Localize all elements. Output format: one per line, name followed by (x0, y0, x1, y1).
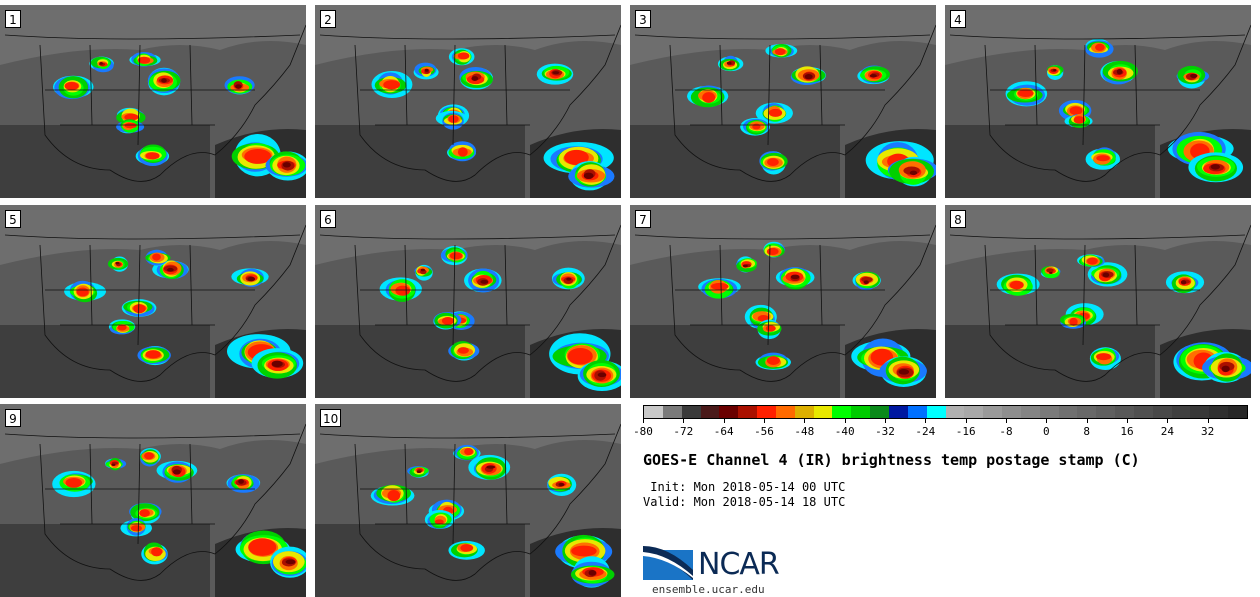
site-url[interactable]: ensemble.ucar.edu (652, 583, 765, 596)
colorbar-segment (1077, 406, 1097, 418)
postage-stamp-panel-5: 5 (0, 205, 306, 398)
colorbar-tick-mark (683, 419, 685, 423)
panel-number-label: 7 (635, 210, 651, 228)
colorbar-segment (700, 406, 720, 418)
colorbar-segment (1096, 406, 1116, 418)
ncar-logo-text: NCAR (698, 547, 780, 582)
colorbar-segment (1020, 406, 1040, 418)
postage-stamp-panel-6: 6 (315, 205, 621, 398)
valid-time: Valid: Mon 2018-05-14 18 UTC (643, 495, 846, 509)
postage-stamp-panel-4: 4 (945, 5, 1251, 198)
colorbar-segment (681, 406, 701, 418)
colorbar-segment (662, 406, 682, 418)
colorbar-segment (644, 406, 663, 418)
colorbar-tick-label: -64 (713, 425, 734, 438)
postage-stamp-panel-9: 9 (0, 404, 306, 597)
postage-stamp-panel-8: 8 (945, 205, 1251, 398)
colorbar-tick-mark (1046, 419, 1048, 423)
colorbar-segment (775, 406, 795, 418)
colorbar-tick-label: -8 (999, 425, 1013, 438)
panel-number-label: 5 (5, 210, 21, 228)
colorbar-tick-label: -40 (834, 425, 855, 438)
ncar-swoosh-icon (643, 546, 693, 580)
colorbar-tick-mark (885, 419, 886, 423)
colorbar-tick-mark (764, 419, 765, 423)
init-time: Init: Mon 2018-05-14 00 UTC (643, 480, 846, 494)
colorbar-tick-mark (1127, 419, 1128, 423)
colorbar-segment (757, 406, 776, 418)
colorbar-tick-label: 24 (1160, 425, 1174, 438)
colorbar-segment (983, 406, 1003, 418)
figure-title: GOES-E Channel 4 (IR) brightness temp po… (643, 451, 1140, 469)
colorbar-segment (1228, 406, 1247, 418)
colorbar-segment (1058, 406, 1078, 418)
colorbar-tick-mark (1086, 419, 1088, 423)
postage-stamp-panel-1: 1 (0, 5, 306, 198)
panel-number-label: 6 (320, 210, 336, 228)
colorbar-tick-mark (1006, 419, 1007, 423)
postage-stamp-panel-3: 3 (630, 5, 936, 198)
colorbar-segment (1115, 406, 1134, 418)
colorbar-segment (832, 406, 852, 418)
colorbar-tick-mark (925, 419, 927, 423)
panel-number-label: 10 (320, 409, 342, 427)
colorbar-segment (1133, 406, 1153, 418)
colorbar-tick-mark (723, 419, 725, 423)
panel-number-label: 2 (320, 10, 336, 28)
colorbar-segment (926, 406, 946, 418)
colorbar-segment (1190, 406, 1210, 418)
colorbar-ticks: -80 -72 -64 -56 -48 -40 -32 -24 -16 -8 0 8 16 24 32 (633, 419, 1248, 439)
colorbar-segment (738, 406, 758, 418)
colorbar-segment (907, 406, 927, 418)
colorbar-tick-label: -24 (915, 425, 936, 438)
colorbar-segment (813, 406, 833, 418)
colorbar-segment (1152, 406, 1172, 418)
colorbar-segment (964, 406, 984, 418)
colorbar-tick-label: -16 (955, 425, 976, 438)
colorbar-tick-label: -56 (754, 425, 774, 438)
colorbar (643, 405, 1248, 419)
colorbar-tick-mark (643, 419, 644, 423)
colorbar-tick-mark (1207, 419, 1209, 423)
panel-number-label: 9 (5, 409, 21, 427)
colorbar-tick-label: 0 (1043, 425, 1050, 438)
panel-number-label: 1 (5, 10, 21, 28)
colorbar-tick-label: 32 (1201, 425, 1215, 438)
postage-stamp-panel-2: 2 (315, 5, 621, 198)
colorbar-segment (851, 406, 871, 418)
colorbar-tick-label: 8 (1083, 425, 1090, 438)
colorbar-segment (1039, 406, 1059, 418)
colorbar-tick-mark (804, 419, 806, 423)
colorbar-tick-mark (965, 419, 967, 423)
colorbar-segment (888, 406, 908, 418)
colorbar-tick-label: -72 (673, 425, 694, 438)
panel-number-label: 8 (950, 210, 966, 228)
colorbar-segment (1002, 406, 1021, 418)
colorbar-segment (1171, 406, 1191, 418)
panel-number-label: 4 (950, 10, 966, 28)
postage-stamp-panel-10: 10 (315, 404, 621, 597)
colorbar-segment (719, 406, 739, 418)
colorbar-tick-label: 16 (1120, 425, 1134, 438)
panel-number-label: 3 (635, 10, 651, 28)
postage-stamp-panel-7: 7 (630, 205, 936, 398)
colorbar-segment (794, 406, 814, 418)
colorbar-tick-label: -80 (633, 425, 653, 438)
colorbar-segment (870, 406, 889, 418)
colorbar-segment (945, 406, 965, 418)
colorbar-segment (1209, 406, 1229, 418)
colorbar-tick-label: -32 (875, 425, 895, 438)
colorbar-tick-mark (844, 419, 846, 423)
colorbar-tick-mark (1167, 419, 1169, 423)
colorbar-tick-label: -48 (794, 425, 815, 438)
